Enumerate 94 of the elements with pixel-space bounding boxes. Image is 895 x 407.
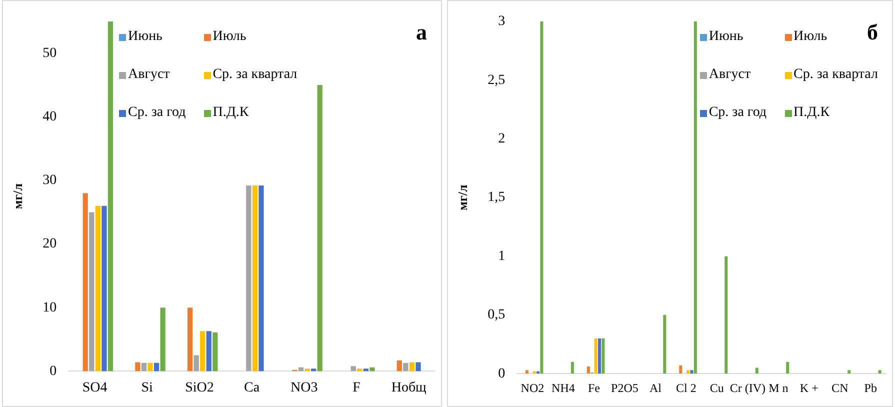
- bar: [586, 366, 590, 374]
- y-tick-label: 0: [498, 366, 506, 382]
- y-tick-label: 40: [42, 109, 57, 124]
- legend-label: Июнь: [708, 29, 744, 45]
- y-tick-label: 1,5: [488, 190, 506, 206]
- x-tick-label: NH4: [552, 380, 575, 395]
- legend-label: Июль: [794, 29, 828, 45]
- bar: [694, 21, 697, 374]
- y-tick-label: 1: [498, 248, 506, 264]
- bar: [148, 362, 153, 372]
- bar: [89, 212, 94, 372]
- bar: [690, 370, 694, 374]
- x-tick-label: Нобщ: [391, 380, 427, 396]
- bar: [396, 360, 402, 372]
- bar: [141, 362, 147, 372]
- x-tick-label: F: [352, 380, 361, 396]
- x-tick-label: Fe: [588, 380, 600, 395]
- x-tick-label: Si: [141, 380, 154, 396]
- x-tick-label: K +: [800, 380, 819, 395]
- x-tick-label: Cl 2: [676, 380, 696, 395]
- bar: [540, 21, 544, 374]
- y-tick-label: 2: [498, 131, 506, 146]
- bar: [786, 362, 790, 374]
- bar: [258, 185, 264, 372]
- bar: [679, 365, 682, 374]
- legend-label: Август: [708, 67, 751, 83]
- bar: [154, 362, 160, 372]
- bar: [848, 370, 851, 374]
- legend-label: П.Д.К: [794, 105, 830, 121]
- bar: [663, 314, 666, 374]
- y-tick-label: 0,5: [488, 308, 506, 323]
- bar: [310, 368, 316, 372]
- x-tick-label: SO4: [82, 380, 108, 396]
- legend-label: Ср. за квартал: [794, 67, 878, 83]
- bar: [187, 308, 193, 372]
- legend-label: Ср. за год: [708, 105, 767, 121]
- y-axis-title: мг/л: [455, 184, 470, 210]
- x-tick-label: P2O5: [611, 380, 638, 395]
- bar: [252, 185, 258, 372]
- y-tick-label: 0: [50, 364, 57, 379]
- annotation: б: [867, 20, 878, 45]
- y-tick-label: 30: [42, 173, 57, 188]
- x-tick-label: M n: [768, 380, 788, 395]
- y-tick-label: 20: [42, 236, 57, 252]
- bar: [194, 355, 199, 372]
- bar: [370, 367, 375, 372]
- bar: [317, 85, 322, 372]
- bar: [200, 331, 206, 372]
- bar: [160, 308, 166, 372]
- x-tick-label: Cr (IV): [730, 380, 766, 395]
- y-axis-title: мг/л: [10, 183, 26, 210]
- x-tick-label: NO3: [290, 380, 318, 396]
- bar: [304, 368, 310, 372]
- bar: [206, 331, 212, 372]
- x-tick-label: CN: [832, 380, 849, 395]
- x-tick-label: Pb: [864, 380, 877, 395]
- bar: [525, 370, 528, 374]
- bar: [246, 185, 252, 372]
- bar: [594, 338, 598, 374]
- legend-label: Июнь: [128, 29, 162, 45]
- bar: [82, 193, 88, 372]
- bar: [350, 366, 356, 372]
- bar: [416, 362, 421, 372]
- legend-label: Ср. за квартал: [212, 67, 298, 83]
- legend-label: Август: [128, 67, 170, 83]
- bar: [724, 256, 728, 374]
- y-tick-label: 50: [42, 46, 57, 61]
- bar: [135, 362, 140, 372]
- bar: [570, 362, 574, 374]
- legend-label: Ср. за год: [128, 105, 186, 121]
- bar: [357, 368, 362, 372]
- legend-label: Июль: [212, 29, 246, 45]
- bar: [102, 206, 107, 372]
- bar: [878, 370, 882, 374]
- bar: [602, 338, 605, 374]
- x-tick-label: Ca: [244, 380, 260, 396]
- x-tick-label: Al: [649, 380, 662, 395]
- y-tick-label: 3: [498, 14, 506, 30]
- x-tick-label: Cu: [710, 380, 724, 395]
- bar: [755, 368, 758, 374]
- bar: [108, 21, 114, 372]
- annotation: а: [416, 20, 427, 45]
- bar: [95, 206, 100, 372]
- y-tick-label: 10: [42, 300, 57, 316]
- bar: [598, 338, 601, 374]
- x-tick-label: NO2: [520, 380, 544, 395]
- bar: [686, 370, 690, 374]
- bar: [409, 362, 415, 372]
- bar: [403, 362, 408, 372]
- legend-label: П.Д.К: [212, 105, 249, 121]
- bar: [212, 332, 218, 372]
- bar: [363, 368, 368, 372]
- x-tick-label: SiO2: [185, 380, 214, 396]
- y-tick-label: 2,5: [488, 72, 506, 88]
